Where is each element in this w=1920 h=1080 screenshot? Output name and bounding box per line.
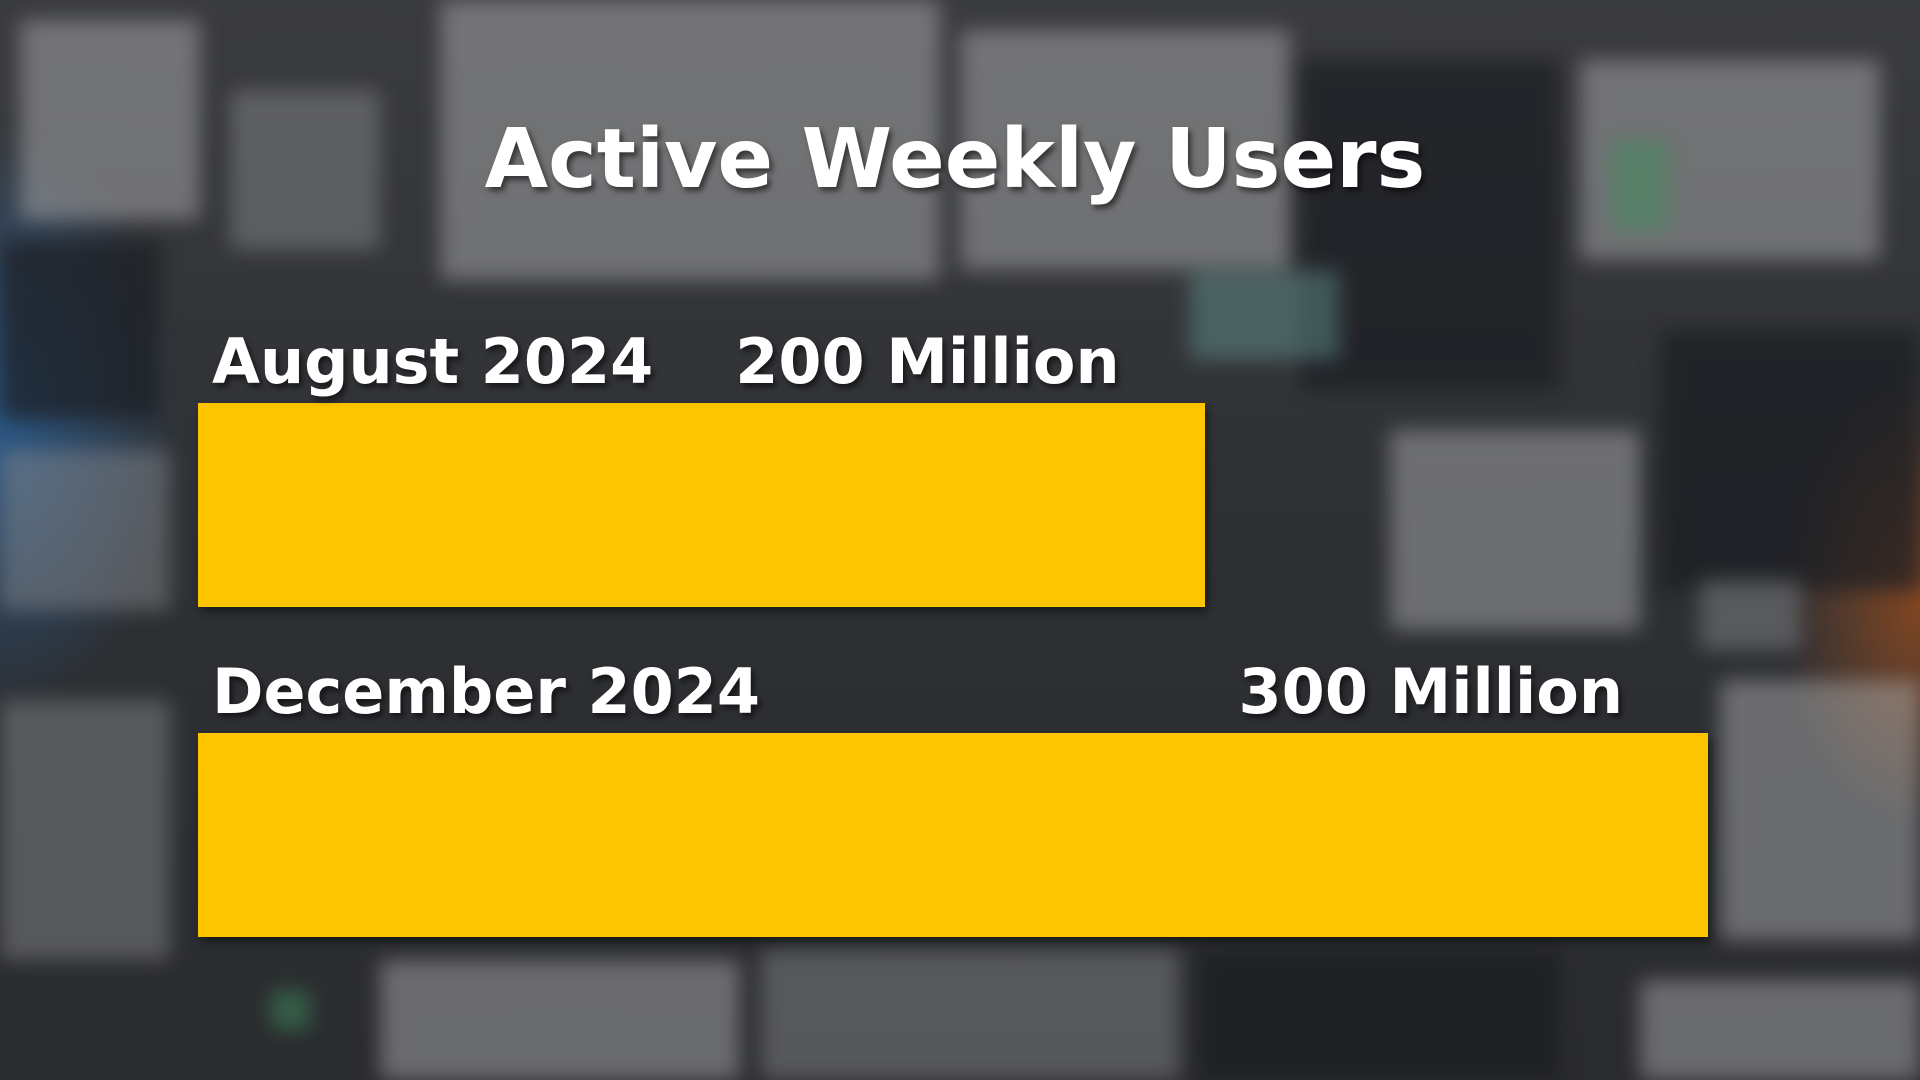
chart-title: Active Weekly Users: [484, 112, 1426, 207]
value-label: 300 Million: [1238, 655, 1623, 728]
category-label: December 2024: [212, 655, 761, 728]
bar: [198, 733, 1708, 937]
category-label: August 2024: [212, 325, 654, 398]
value-label: 200 Million: [735, 325, 1120, 398]
bar: [198, 403, 1205, 607]
